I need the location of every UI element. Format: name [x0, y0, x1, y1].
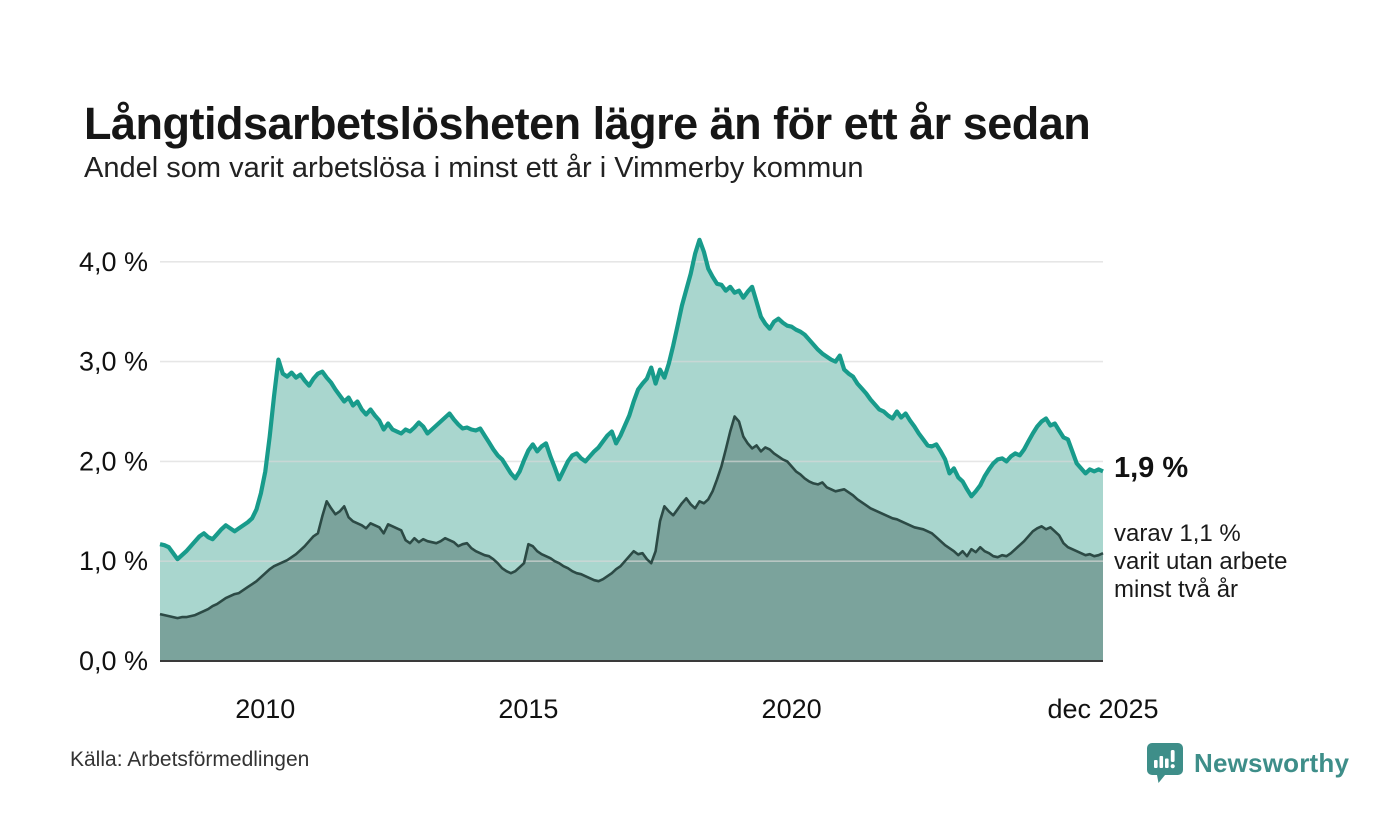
latest-value-label: 1,9 %	[1114, 452, 1189, 484]
secondary-value-annotation: varav 1,1 % varit utan arbete minst två …	[1114, 520, 1287, 604]
newsworthy-wordmark: Newsworthy	[1194, 747, 1350, 778]
y-tick-2,0 %: 2,0 %	[79, 446, 148, 476]
annotation-line-1: varav 1,1 %	[1114, 520, 1241, 547]
newsworthy-logo: Newsworthy	[1146, 742, 1349, 784]
x-tick-dec 2025: dec 2025	[1047, 694, 1158, 724]
line-minst-tva-ar	[159, 415, 1104, 620]
y-tick-1,0 %: 1,0 %	[79, 546, 148, 576]
line-minst-ett-ar	[159, 237, 1104, 562]
y-tick-4,0 %: 4,0 %	[79, 247, 148, 277]
x-tick-2020: 2020	[762, 694, 822, 724]
newsworthy-bubble-icon	[1147, 743, 1183, 783]
y-tick-3,0 %: 3,0 %	[79, 347, 148, 377]
annotation-line-3: minst två år	[1114, 576, 1239, 603]
source-credit: Källa: Arbetsförmedlingen	[70, 748, 310, 771]
area-fill-minst-tva-ar	[160, 416, 1103, 661]
annotation-line-2: varit utan arbete	[1114, 548, 1288, 575]
page-title: Långtidsarbetslösheten lägre än för ett …	[84, 98, 1091, 150]
x-tick-2015: 2015	[498, 694, 558, 724]
y-tick-0,0 %: 0,0 %	[79, 646, 148, 676]
x-tick-2010: 2010	[235, 694, 295, 724]
chart-subtitle: Andel som varit arbetslösa i minst ett å…	[84, 152, 864, 184]
